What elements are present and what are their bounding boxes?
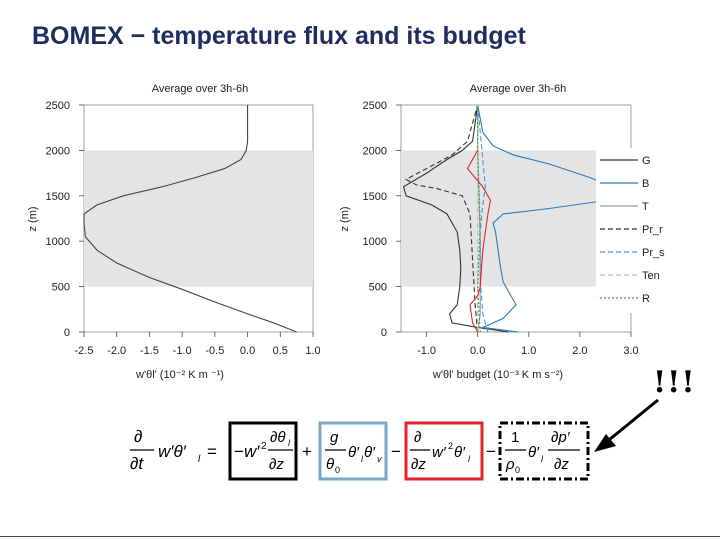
chart2-title: Average over 3h-6h bbox=[470, 83, 566, 95]
c1-xtick-label: -0.5 bbox=[205, 345, 224, 357]
svg-text:2: 2 bbox=[448, 441, 453, 451]
svg-text:v: v bbox=[377, 454, 382, 464]
c2-ytick-label: 0 bbox=[381, 327, 387, 339]
svg-text:θ′: θ′ bbox=[348, 444, 360, 461]
legend-label: Pr_r bbox=[642, 224, 663, 236]
c2-xtick-label: -1.0 bbox=[417, 345, 436, 357]
svg-text:θ′: θ′ bbox=[454, 444, 466, 461]
chart1-ylabel: z (m) bbox=[27, 206, 39, 231]
legend-label: T bbox=[642, 201, 649, 213]
c1-xtick-label: 0.5 bbox=[273, 345, 288, 357]
legend-box bbox=[596, 148, 666, 313]
c1-xtick-label: -1.0 bbox=[173, 345, 192, 357]
svg-text:0: 0 bbox=[515, 465, 520, 475]
c2-series-g bbox=[402, 104, 509, 333]
term4-box bbox=[498, 421, 590, 481]
c1-xtick-label: -2.5 bbox=[75, 345, 94, 357]
svg-text:l: l bbox=[541, 454, 544, 464]
c1-xtick-label: 1.0 bbox=[305, 345, 320, 357]
c1-band-0 bbox=[84, 150, 313, 287]
svg-text:∂z: ∂z bbox=[554, 456, 569, 473]
svg-text:l: l bbox=[198, 454, 201, 465]
c2-xtick-label: 0.0 bbox=[470, 345, 485, 357]
svg-text:θ′: θ′ bbox=[528, 444, 540, 461]
c1-ytick-label: 500 bbox=[52, 282, 70, 294]
svg-text:∂θ: ∂θ bbox=[270, 429, 286, 446]
c2-ytick-label: 2500 bbox=[363, 100, 387, 112]
c2-ytick-label: 1000 bbox=[363, 236, 387, 248]
svg-text:l: l bbox=[468, 454, 471, 464]
c1-xtick-label: -2.0 bbox=[107, 345, 126, 357]
chart-flux-profile: Average over 3h-6h 05001000150020002500 … bbox=[27, 83, 320, 381]
c1-ytick-label: 2500 bbox=[46, 100, 70, 112]
eq-partial-bottom: ∂t bbox=[130, 454, 144, 473]
c1-ytick-label: 2000 bbox=[46, 145, 70, 157]
bottom-rule bbox=[0, 536, 720, 537]
chart2-ylabel: z (m) bbox=[339, 206, 351, 231]
c2-ytick-label: 2000 bbox=[363, 145, 387, 157]
c2-series-pr-r bbox=[404, 104, 479, 333]
svg-text:∂z: ∂z bbox=[269, 456, 284, 473]
legend-label: G bbox=[642, 155, 651, 167]
svg-text:ρ: ρ bbox=[505, 456, 515, 473]
c1-series-line-0 bbox=[83, 105, 297, 333]
c1-xtick-label: 0.0 bbox=[240, 345, 255, 357]
c2-xtick-label: 3.0 bbox=[623, 345, 638, 357]
c2-ytick-label: 1500 bbox=[363, 191, 387, 203]
svg-text:−: − bbox=[486, 442, 496, 461]
svg-text:g: g bbox=[330, 429, 339, 446]
chart-budget-profile: Average over 3h-6h 05001000150020002500 … bbox=[339, 83, 666, 381]
c2-ytick-label: 500 bbox=[369, 282, 387, 294]
c1-ytick-label: 1500 bbox=[46, 191, 70, 203]
svg-text:+: + bbox=[302, 442, 312, 461]
svg-text:l: l bbox=[361, 454, 364, 464]
eq-partial-top: ∂ bbox=[134, 427, 142, 446]
svg-text:w′: w′ bbox=[244, 442, 260, 461]
c2-series-line-7 bbox=[466, 150, 492, 333]
chart2-xlabel: w'θl' budget (10⁻³ K m s⁻²) bbox=[432, 369, 563, 381]
legend-label: B bbox=[642, 178, 649, 190]
legend-label: Ten bbox=[642, 270, 660, 282]
svg-text:−: − bbox=[234, 442, 244, 461]
chart1-title: Average over 3h-6h bbox=[152, 83, 248, 95]
svg-text:2: 2 bbox=[261, 441, 267, 452]
svg-text:−: − bbox=[391, 442, 401, 461]
alert-mark: !!! bbox=[653, 365, 696, 400]
term3-box bbox=[404, 421, 484, 481]
c2-xtick-label: 2.0 bbox=[572, 345, 587, 357]
c2-series-pr-s bbox=[477, 104, 489, 333]
chart2-legend: GBT Pr_r Pr_s Ten R bbox=[596, 148, 666, 313]
equation-svg: ∂ ∂t w′θ′ l = − w′ 2 ∂θ l ∂z + g θ 0 θ′ … bbox=[130, 421, 590, 481]
legend-label: Pr_s bbox=[642, 247, 665, 259]
c1-xtick-label: -1.5 bbox=[140, 345, 159, 357]
legend-label: R bbox=[642, 293, 650, 305]
svg-text:∂p′: ∂p′ bbox=[551, 429, 571, 446]
c2-band-0 bbox=[401, 150, 631, 287]
term1-box bbox=[228, 421, 298, 481]
svg-text:θ: θ bbox=[326, 456, 334, 473]
slide-title: BOMEX − temperature flux and its budget bbox=[32, 22, 526, 50]
svg-text:∂: ∂ bbox=[414, 429, 421, 446]
term2-box bbox=[318, 421, 388, 481]
budget-equation: ∂ ∂t w′θ′ l = − w′ 2 ∂θ l ∂z + g θ 0 θ′ … bbox=[128, 420, 598, 482]
c1-ytick-label: 1000 bbox=[46, 236, 70, 248]
c2-series-r bbox=[477, 105, 481, 333]
svg-text:∂z: ∂z bbox=[411, 456, 426, 473]
svg-text:=: = bbox=[207, 442, 217, 461]
c1-ytick-label: 0 bbox=[64, 327, 70, 339]
svg-text:w′θ′: w′θ′ bbox=[158, 442, 187, 461]
chart2-shaded-band bbox=[401, 150, 631, 287]
chart1-xlabel: w'θl' (10⁻² K m ⁻¹) bbox=[135, 369, 224, 381]
svg-text:θ′: θ′ bbox=[364, 444, 376, 461]
svg-text:0: 0 bbox=[335, 465, 340, 475]
c2-series-b bbox=[477, 104, 633, 333]
svg-text:l: l bbox=[288, 438, 291, 448]
svg-text:w′: w′ bbox=[432, 444, 447, 461]
svg-text:1: 1 bbox=[511, 429, 519, 446]
c2-xtick-label: 1.0 bbox=[521, 345, 536, 357]
arrow-icon bbox=[594, 398, 659, 452]
chart1-shaded-band bbox=[84, 150, 313, 287]
